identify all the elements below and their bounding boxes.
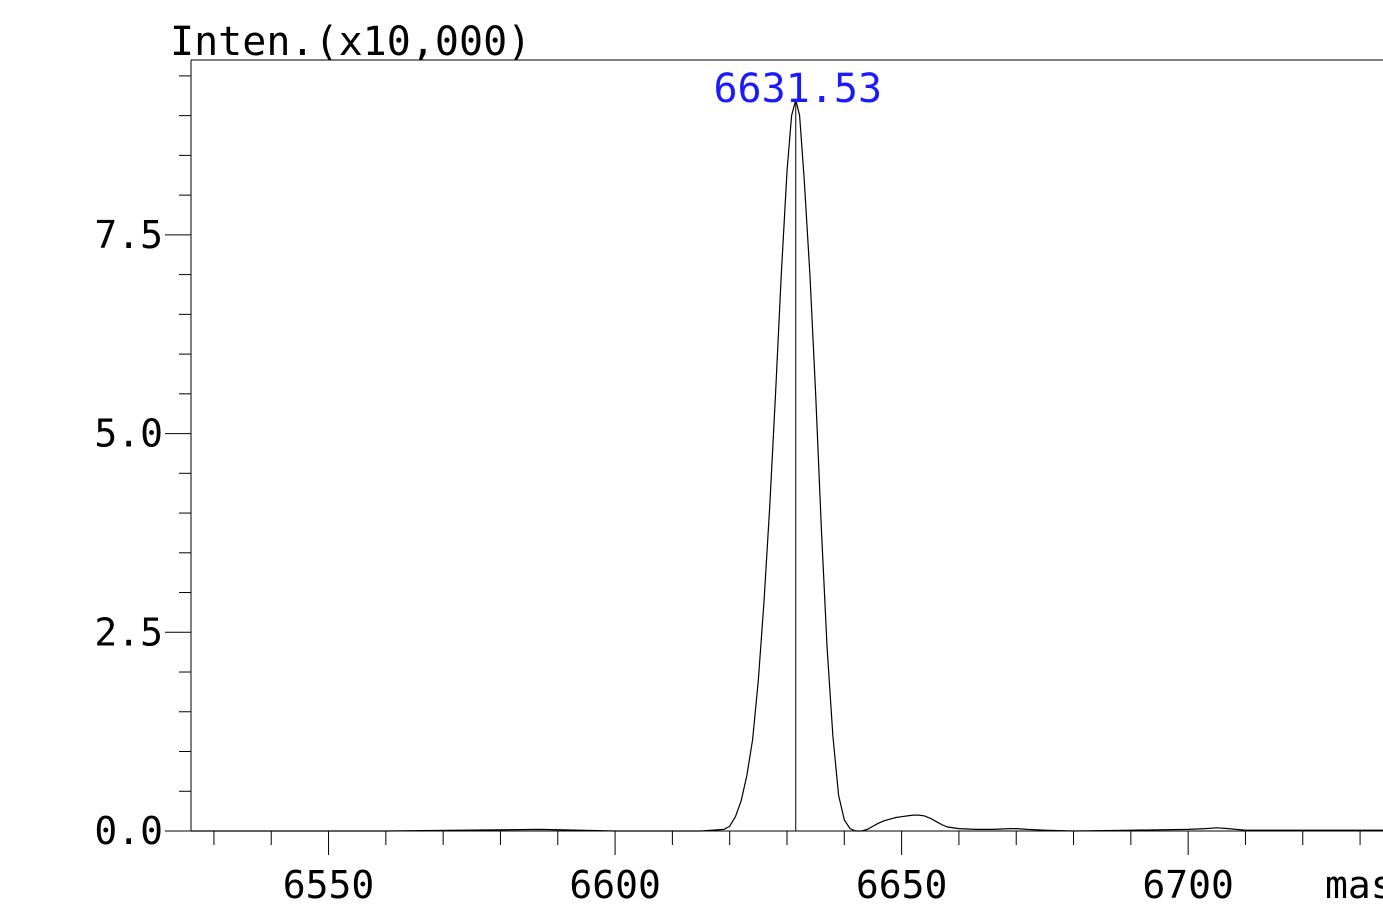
x-tick-label: 6600: [569, 863, 661, 905]
y-axis-label: Inten.(x10,000): [170, 19, 531, 65]
y-tick-label: 2.5: [94, 610, 163, 654]
x-axis-label: mass: [1325, 863, 1383, 905]
y-axis: 0.0 2.5 5.0 7.5: [94, 75, 191, 853]
x-tick-label: 6550: [283, 863, 375, 905]
y-tick-label: 7.5: [94, 213, 163, 257]
y-tick-label: 0.0: [94, 809, 163, 853]
x-tick-label: 6650: [856, 863, 948, 905]
x-tick-label: 6700: [1142, 863, 1234, 905]
y-tick-label: 5.0: [94, 412, 163, 456]
x-axis: 6550 6600 6650 6700: [213, 831, 1361, 905]
series-layer: [191, 99, 1383, 832]
spectrum-trace: [191, 99, 1383, 832]
peak-label: 6631.53: [713, 66, 882, 112]
